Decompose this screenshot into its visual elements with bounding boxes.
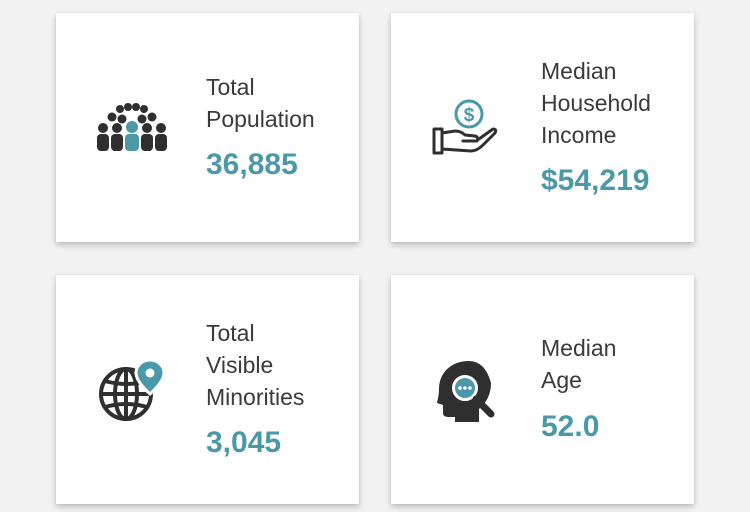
card-label: Median Age xyxy=(541,335,617,393)
card-label: Total Population xyxy=(206,74,315,132)
card-label: Total Visible Minorities xyxy=(206,320,305,410)
globe-pin-icon xyxy=(99,359,166,421)
stat-card-total-visible-minorities: Total Visible Minorities 3,045 xyxy=(56,275,359,504)
card-value: 36,885 xyxy=(206,148,298,181)
card-value: 3,045 xyxy=(206,426,282,459)
stat-card-median-age: Median Age 52.0 xyxy=(391,275,694,504)
card-value: 52.0 xyxy=(541,410,600,443)
head-magnifier-icon xyxy=(437,361,495,422)
population-icon xyxy=(97,103,167,151)
svg-text:$: $ xyxy=(464,105,475,126)
stat-card-total-population: Total Population 36,885 xyxy=(56,13,359,242)
hand-coin-icon: $ xyxy=(432,99,498,155)
stat-card-median-household-income: $ Median Household Income $54,219 xyxy=(391,13,694,242)
card-value: $54,219 xyxy=(541,164,650,197)
card-label: Median Household Income xyxy=(541,58,651,148)
